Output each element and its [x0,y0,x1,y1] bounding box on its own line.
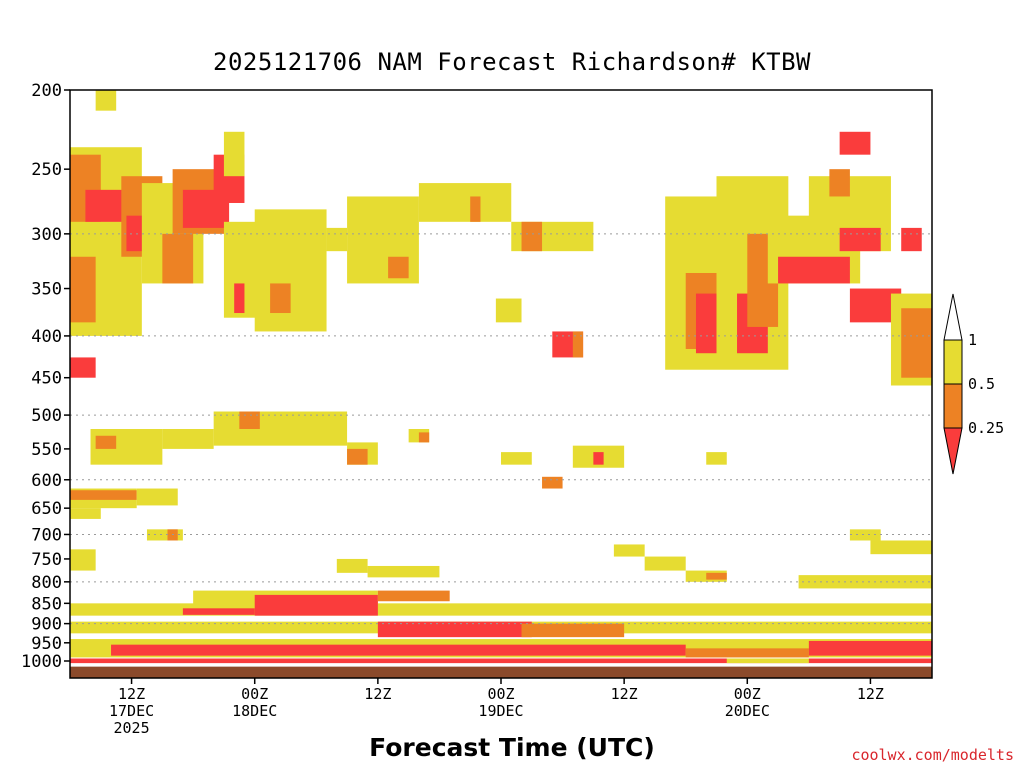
ri-cell [70,357,96,378]
legend-bin-0.5-1 [943,339,963,385]
ri-cell [901,227,922,252]
x-tick-label: 00Z [241,685,268,703]
ri-cell [685,648,809,658]
legend-bin-0.25-0.5 [943,383,963,429]
ri-cell [495,298,522,323]
y-tick-label: 800 [31,573,62,593]
ri-cell [336,558,368,573]
y-tick-label: 700 [31,525,62,545]
chart-title: 2025121706 NAM Forecast Richardson# KTBW [213,48,811,76]
ri-cell [326,227,348,252]
ri-cell [829,169,850,197]
ri-cell [542,476,563,489]
ri-cell [111,644,686,656]
x-axis-label: Forecast Time (UTC) [369,733,655,762]
ri-cell [572,331,584,358]
x-tick-label: 12Z [857,685,884,703]
ri-cell [388,256,409,279]
ri-cell [270,283,291,314]
ri-cell [254,209,327,332]
x-tick-label: 12Z [364,685,391,703]
ri-cell [254,594,378,616]
x-tick-label: 00Z [487,685,514,703]
y-tick-label: 400 [31,327,62,347]
x-tick-label: 12Z [118,685,145,703]
legend-bin-above-1 [943,293,963,341]
ri-cell [234,283,245,314]
ri-cell [870,540,932,555]
ri-cell [213,411,348,446]
y-tick-label: 650 [31,499,62,519]
y-tick-label: 850 [31,594,62,614]
x-tick-label: 2025 [114,719,150,737]
y-tick-label: 600 [31,471,62,491]
ri-cell [521,623,625,638]
ri-cell [470,196,481,222]
ri-cell [70,490,137,500]
ri-cell [706,572,727,580]
y-tick-label: 1000 [21,652,62,672]
ri-cell [706,452,727,465]
ri-cell [849,529,881,541]
ri-cell [377,621,532,638]
ri-cell [146,529,183,541]
ri-cell [798,575,932,589]
y-tick-label: 550 [31,440,62,460]
ri-cell [901,308,932,378]
ri-cell [136,488,178,506]
ri-cell [418,183,512,222]
y-tick-label: 200 [31,81,62,101]
ri-cell [182,608,255,615]
ri-cell [95,90,117,111]
y-tick-label: 900 [31,615,62,635]
ri-cell [501,452,532,465]
x-tick-label: 20DEC [725,702,770,720]
x-tick-label: 12Z [611,685,638,703]
y-tick-label: 350 [31,280,62,300]
ri-cell [839,131,871,155]
ri-cell [726,658,809,664]
y-tick-label: 300 [31,225,62,245]
y-tick-label: 750 [31,550,62,570]
x-tick-label: 17DEC [109,702,154,720]
x-tick-label: 19DEC [478,702,523,720]
ri-cell [613,544,645,557]
ri-cell [162,428,214,449]
y-tick-label: 500 [31,406,62,426]
legend-threshold-label: 0.5 [968,375,995,393]
y-tick-label: 250 [31,160,62,180]
ri-cell [162,233,194,284]
legend-threshold-label: 1 [968,331,977,349]
color-legend: 1 0.5 0.25 [943,293,1004,475]
ri-cell [593,452,604,465]
ri-cell [70,508,101,519]
ri-cell [70,256,96,323]
ri-cell [239,411,260,429]
ri-cell [839,227,881,252]
ri-cell [70,658,932,664]
x-tick-label: 18DEC [232,702,277,720]
ground-band [70,666,932,678]
ri-cell [347,448,368,465]
ri-cell [808,640,932,656]
ri-cell [70,549,96,571]
ri-cell [644,556,686,571]
legend-bin-below-0.25 [943,427,963,475]
credit-text: coolwx.com/modelts [851,746,1014,764]
ri-cell [778,256,850,284]
y-tick-label: 450 [31,369,62,389]
ri-cell [418,432,430,443]
y-axis: 200 250 300 350 400 450 500 550 600 650 700 750 8008… [21,81,70,672]
x-tick-label: 00Z [734,685,761,703]
ri-cell [223,131,245,177]
ri-cell [95,435,117,449]
y-tick-label: 950 [31,634,62,654]
legend-threshold-label: 0.25 [968,419,1004,437]
ri-cell [377,590,450,602]
ri-cell [521,221,543,252]
ri-cell [367,565,440,578]
